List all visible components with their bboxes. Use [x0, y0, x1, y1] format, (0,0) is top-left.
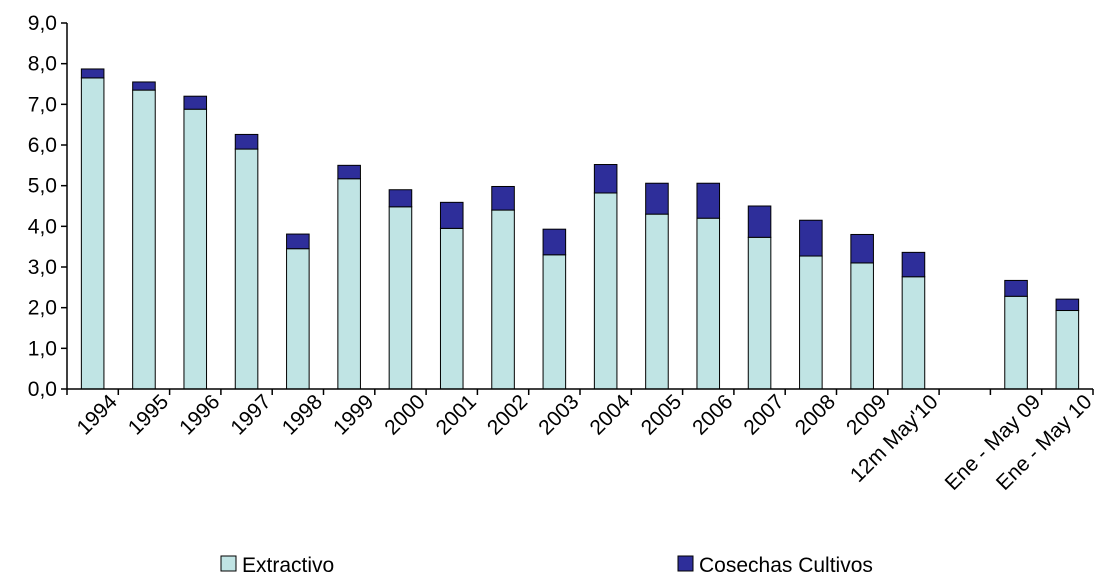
x-tick-label: 2006	[688, 390, 737, 439]
x-tick-label: 2005	[637, 390, 686, 439]
legend: Extractivo Cosechas Cultivos	[220, 554, 873, 577]
bar-extractivo	[286, 248, 310, 390]
bar-extractivo	[645, 213, 669, 390]
bar-cosechas-cultivos	[337, 164, 361, 180]
bar-cosechas-cultivos	[799, 219, 823, 257]
bar-extractivo	[542, 254, 567, 390]
bar-extractivo	[1004, 295, 1028, 390]
y-tick-label: 4,0	[28, 215, 57, 238]
legend-label-cosechas-cultivos: Cosechas Cultivos	[699, 554, 873, 577]
bar-extractivo	[696, 217, 721, 390]
y-tick-label: 6,0	[28, 134, 57, 157]
x-tick-label: 1998	[278, 390, 327, 439]
x-tick-label: 2001	[432, 390, 481, 439]
y-tick-label: 1,0	[28, 337, 57, 360]
bar-cosechas-cultivos	[645, 182, 669, 215]
bar-cosechas-cultivos	[1004, 279, 1028, 297]
y-axis: 0,0 1,0 2,0 3,0 4,0 5,0 6,0 7,0 8,0 9,0	[28, 12, 68, 401]
bar-extractivo	[80, 77, 105, 390]
bars	[80, 68, 1080, 390]
bar-extractivo	[901, 276, 926, 390]
y-tick-label: 3,0	[28, 256, 57, 279]
bar-cosechas-cultivos	[747, 205, 772, 238]
bar-cosechas-cultivos	[439, 201, 464, 229]
y-tick-label: 5,0	[28, 175, 57, 198]
legend-swatch-extractivo	[220, 555, 237, 572]
legend-item-extractivo: Extractivo	[220, 554, 334, 577]
bar-extractivo	[234, 148, 259, 390]
bar-extractivo	[439, 227, 464, 390]
legend-item-cosechas-cultivos: Cosechas Cultivos	[677, 554, 873, 577]
x-tick-label: 1996	[175, 390, 224, 439]
bar-cosechas-cultivos	[491, 185, 515, 211]
bar-extractivo	[747, 236, 772, 390]
bar-extractivo	[1055, 310, 1080, 390]
x-tick-label: 1997	[226, 390, 275, 439]
legend-swatch-cosechas-cultivos	[677, 555, 694, 572]
x-tick-label: 2000	[380, 390, 429, 439]
x-tick-label: 2008	[791, 390, 840, 439]
y-tick-label: 9,0	[28, 12, 57, 35]
bar-cosechas-cultivos	[286, 233, 310, 250]
bar-extractivo	[593, 192, 618, 390]
y-tick-label: 7,0	[28, 93, 57, 116]
x-tick-label: 1995	[124, 390, 173, 439]
bar-cosechas-cultivos	[388, 189, 413, 208]
bar-cosechas-cultivos	[183, 95, 208, 110]
bar-cosechas-cultivos	[234, 133, 259, 150]
bar-cosechas-cultivos	[696, 182, 721, 219]
bar-cosechas-cultivos	[1055, 298, 1080, 312]
bar-cosechas-cultivos	[901, 251, 926, 278]
x-tick-label: 2004	[586, 390, 636, 440]
bar-extractivo	[799, 255, 823, 390]
bar-cosechas-cultivos	[542, 228, 567, 256]
y-tick-label: 0,0	[28, 378, 57, 401]
x-tick-label: 2007	[739, 390, 788, 439]
x-tick-label: 2003	[534, 390, 583, 439]
bar-cosechas-cultivos	[80, 68, 105, 79]
bar-cosechas-cultivos	[132, 81, 156, 91]
y-tick-label: 2,0	[28, 297, 57, 320]
y-tick-label: 8,0	[28, 53, 57, 76]
bar-extractivo	[491, 209, 515, 390]
x-axis: 1994 1995 1996 1997 1998 1999 2000 2001 2002 2003…	[66, 388, 1097, 495]
x-tick-label: 1999	[329, 390, 378, 439]
bar-extractivo	[132, 89, 156, 390]
bar-extractivo	[183, 108, 208, 390]
bar-cosechas-cultivos	[850, 233, 874, 264]
x-tick-label: 2002	[483, 390, 532, 439]
legend-label-extractivo: Extractivo	[242, 554, 334, 577]
bar-cosechas-cultivos	[593, 164, 618, 194]
bar-extractivo	[850, 262, 874, 390]
x-tick-label: 1994	[73, 390, 123, 440]
bar-extractivo	[337, 178, 361, 390]
bar-extractivo	[388, 206, 413, 390]
